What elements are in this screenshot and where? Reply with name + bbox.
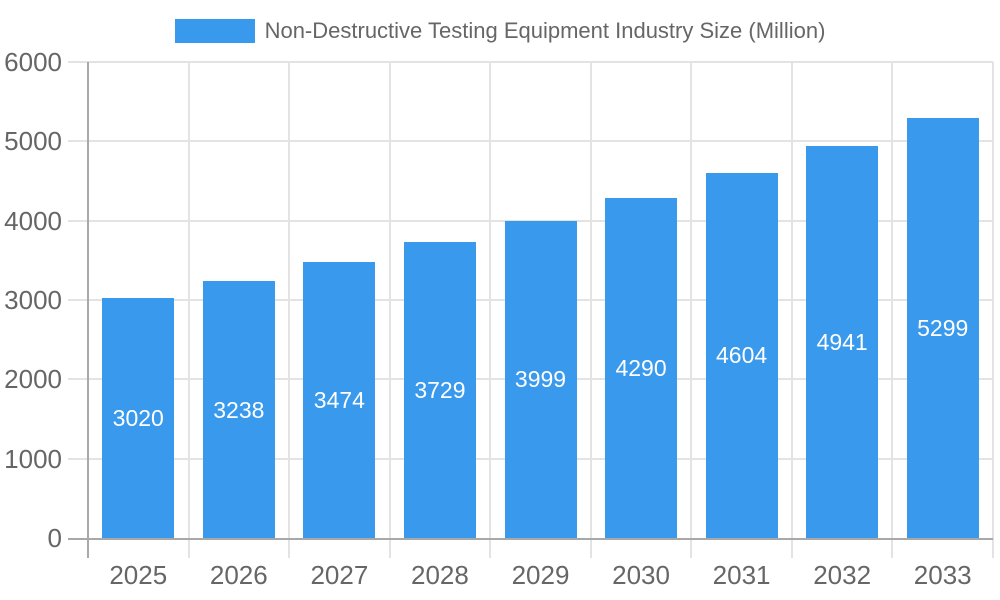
bar-value-label: 3020	[112, 405, 164, 432]
x-tick-label: 2025	[109, 560, 168, 590]
bar-value-label: 4941	[816, 329, 868, 355]
x-tick-label: 2028	[411, 560, 469, 590]
bar[interactable]	[504, 220, 577, 538]
x-gridline	[187, 62, 190, 558]
y-axis-line	[87, 62, 89, 558]
bar[interactable]	[906, 117, 979, 538]
x-tick-label: 2031	[712, 560, 771, 590]
bar-value-label: 3474	[313, 387, 365, 414]
x-tick-label: 2032	[813, 560, 872, 590]
x-gridline	[388, 62, 391, 558]
y-tick-label: 4000	[4, 205, 62, 236]
x-axis-line	[68, 538, 993, 540]
y-tick-label: 0	[47, 523, 62, 553]
x-gridline	[690, 62, 693, 558]
bar[interactable]	[806, 146, 879, 538]
x-gridline	[992, 62, 994, 558]
bar-value-label: 4604	[716, 342, 768, 369]
bar[interactable]	[202, 281, 275, 538]
bar[interactable]	[102, 298, 175, 538]
y-tick-label: 2000	[4, 364, 62, 395]
y-gridline	[68, 140, 993, 143]
x-tick-label: 2033	[913, 560, 972, 590]
x-tick-label: 2026	[209, 560, 268, 590]
bar[interactable]	[403, 242, 476, 538]
bar[interactable]	[705, 172, 778, 538]
y-tick-label: 5000	[4, 126, 62, 157]
x-tick-label: 2030	[612, 560, 670, 590]
bar-value-label: 3238	[213, 396, 265, 423]
y-tick-label: 1000	[4, 443, 62, 474]
x-gridline	[589, 62, 592, 558]
legend-label[interactable]: Non-Destructive Testing Equipment Indust…	[264, 18, 826, 43]
x-tick-label: 2027	[310, 560, 369, 590]
bar-value-label: 5299	[917, 314, 969, 341]
x-gridline	[288, 62, 291, 558]
bar[interactable]	[303, 262, 376, 538]
x-gridline	[891, 62, 894, 558]
bar-value-label: 4290	[615, 354, 667, 381]
bar[interactable]	[605, 197, 678, 538]
y-tick-label: 3000	[4, 285, 62, 315]
legend-swatch[interactable]	[174, 19, 255, 43]
bar-value-label: 3729	[414, 377, 466, 404]
x-gridline	[790, 62, 793, 558]
y-gridline	[68, 219, 993, 222]
x-tick-label: 2029	[511, 560, 570, 590]
y-gridline	[68, 61, 993, 63]
bar-value-label: 3999	[514, 366, 567, 393]
legend[interactable]: Non-Destructive Testing Equipment Indust…	[0, 18, 1000, 44]
y-tick-label: 6000	[4, 47, 62, 77]
x-gridline	[489, 62, 492, 558]
